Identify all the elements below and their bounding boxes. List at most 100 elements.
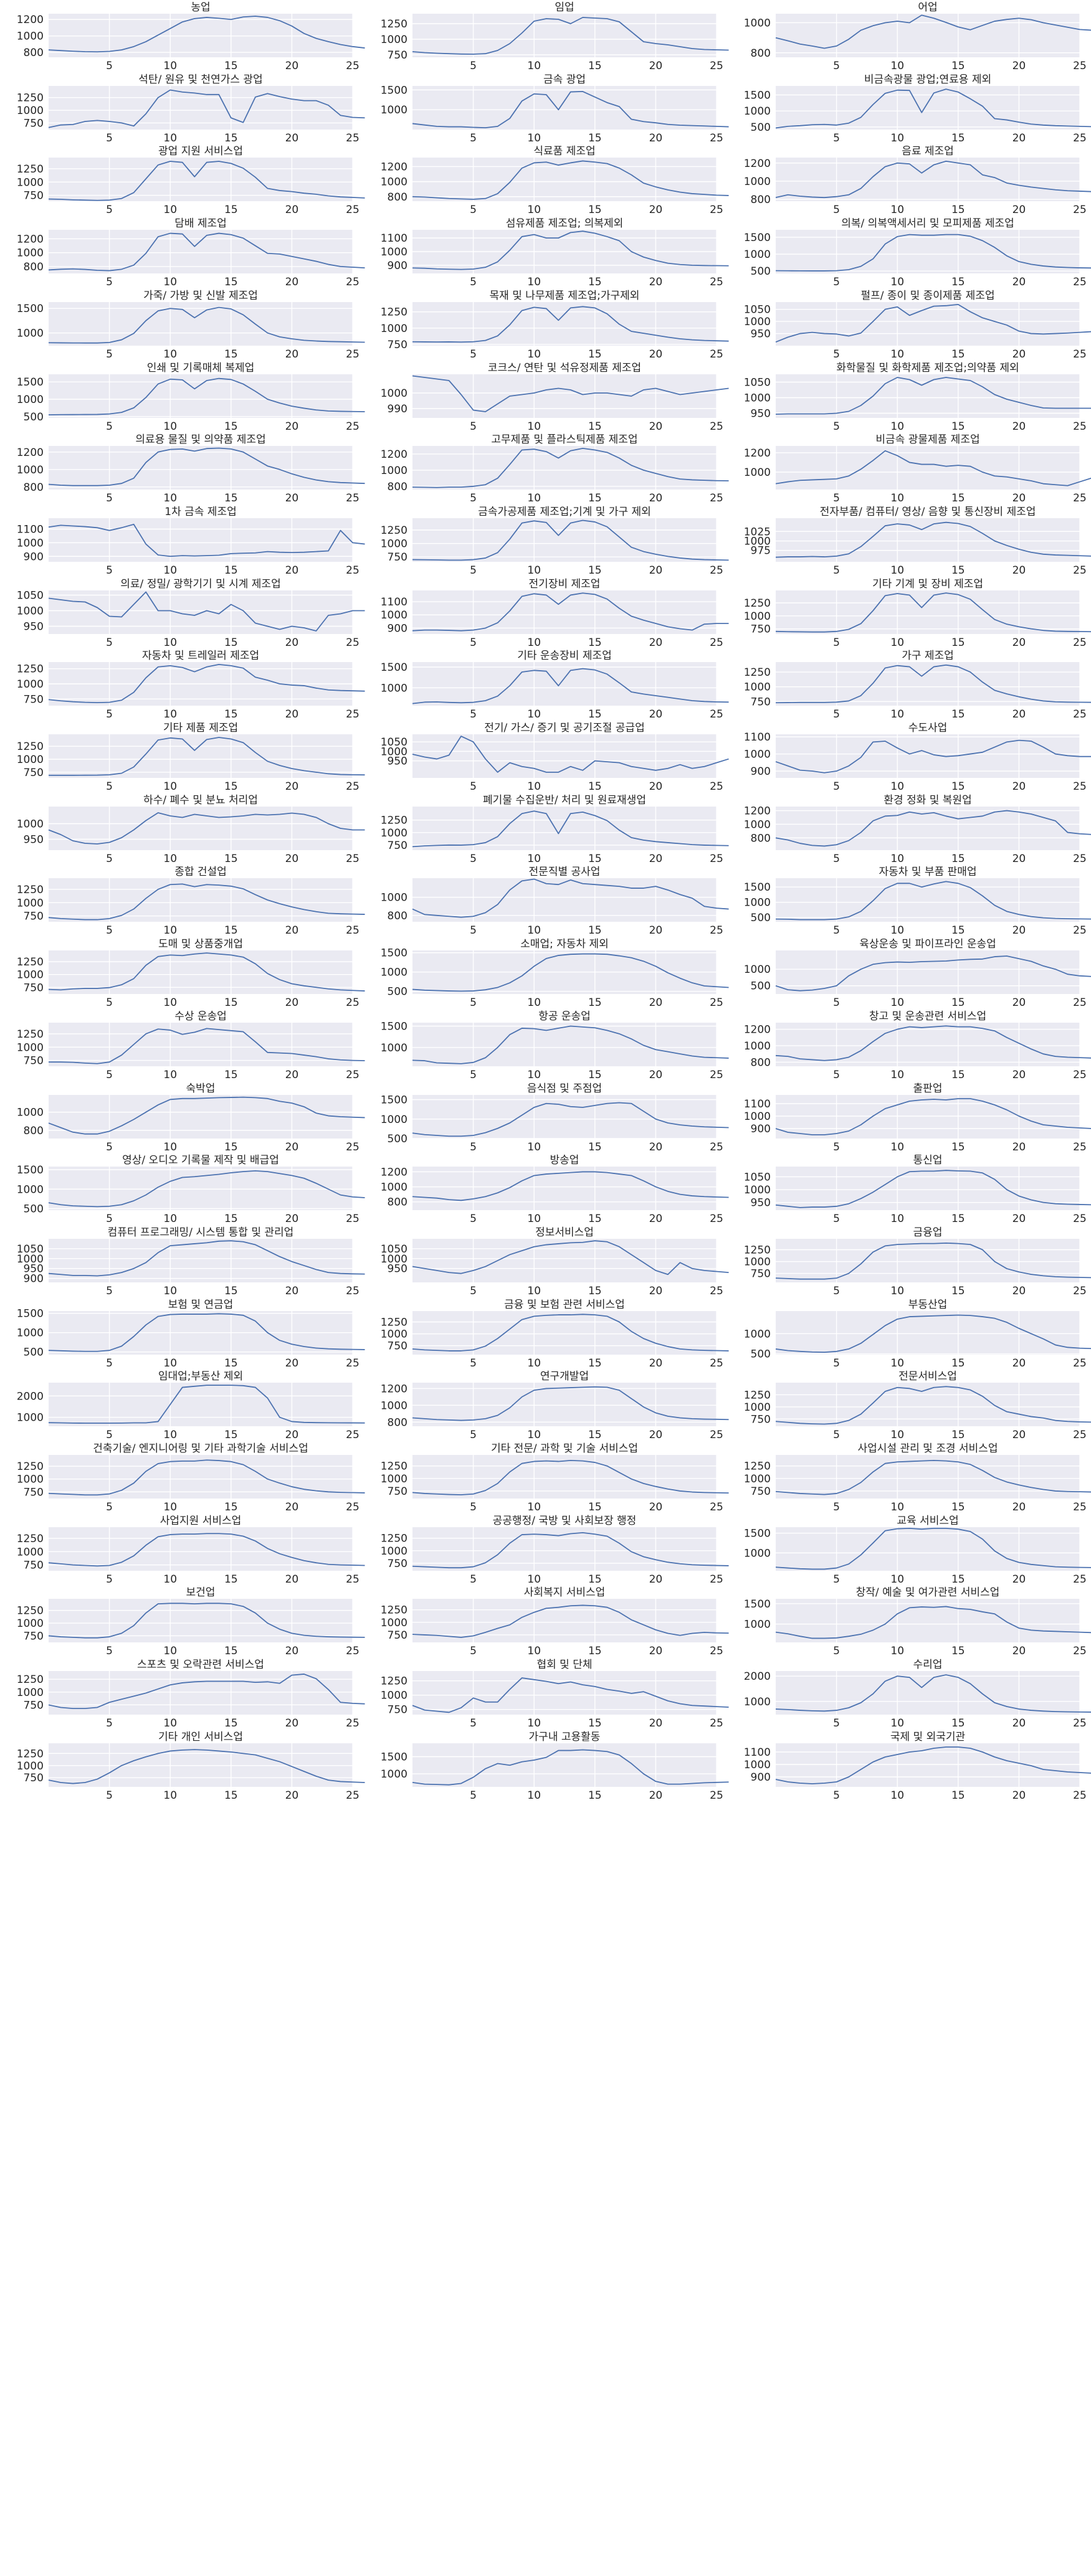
x-tick-label: 10 — [163, 924, 177, 937]
x-tick-label: 20 — [649, 637, 663, 649]
series-line — [412, 1604, 729, 1638]
x-tick-label: 20 — [649, 1213, 663, 1225]
plot-area — [49, 374, 353, 418]
x-tick-label: 25 — [346, 1069, 360, 1081]
x-tick-label: 15 — [224, 997, 238, 1009]
x-tick-label: 15 — [224, 1573, 238, 1586]
y-tick-label: 1250 — [381, 815, 407, 827]
y-tick-label: 800 — [751, 1056, 771, 1069]
line-chart: 5 10 15 20 25 800 1000 전문직별 공사업 — [381, 866, 729, 937]
chart-title: 담배 제조업 — [174, 217, 227, 230]
x-tick-label: 10 — [163, 780, 177, 793]
series-line — [775, 1098, 1091, 1135]
y-tick-label: 500 — [388, 986, 407, 998]
x-tick-label: 15 — [951, 780, 965, 793]
x-tick-label: 25 — [710, 1069, 723, 1081]
x-tick-label: 15 — [951, 1429, 965, 1441]
series-line — [775, 1314, 1091, 1353]
x-tick-label: 10 — [527, 132, 541, 144]
x-tick-label: 20 — [649, 564, 663, 577]
y-tick-label: 1000 — [744, 316, 771, 328]
y-tick-label: 1500 — [17, 376, 44, 389]
x-tick-label: 15 — [951, 420, 965, 433]
x-tick-label: 25 — [346, 1645, 360, 1657]
x-tick-label: 5 — [470, 420, 477, 433]
x-tick-label: 15 — [224, 492, 238, 504]
x-tick-label: 5 — [470, 60, 477, 72]
chart-title: 기타 개인 서비스업 — [158, 1731, 243, 1743]
chart-panel: 5 10 15 20 25 750 1000 1250 사업지원 서비스업 — [0, 1513, 365, 1628]
y-tick-label: 1200 — [744, 805, 771, 818]
plot-area — [412, 1671, 717, 1715]
chart-panel: 5 10 15 20 25 750 1000 1250 수상 운송업 — [0, 1009, 365, 1124]
chart-panel: 5 10 15 20 25 950 1000 1050 통신업 — [727, 1153, 1091, 1267]
y-tick-label: 500 — [24, 1347, 44, 1359]
x-tick-label: 25 — [710, 348, 723, 361]
x-tick-label: 20 — [1012, 1501, 1026, 1513]
y-tick-label: 900 — [751, 765, 771, 778]
series-line — [48, 1385, 365, 1424]
x-tick-label: 25 — [346, 853, 360, 865]
line-chart: 5 10 15 20 25 800 1000 1200 식료품 제조업 — [381, 145, 729, 216]
x-tick-label: 20 — [1012, 1429, 1026, 1441]
x-tick-label: 20 — [649, 1645, 663, 1657]
y-tick-label: 750 — [24, 693, 44, 706]
x-tick-label: 15 — [588, 204, 602, 216]
x-tick-label: 25 — [1073, 1285, 1087, 1297]
x-tick-label: 15 — [588, 997, 602, 1009]
x-tick-label: 5 — [833, 853, 840, 865]
x-tick-label: 10 — [527, 1573, 541, 1586]
chart-panel: 5 10 15 20 25 900 950 1000 1050 컴퓨터 프로그래밍/ 시스템 통합… — [0, 1225, 365, 1340]
series-line — [412, 230, 729, 270]
y-tick-label: 1200 — [744, 1024, 771, 1036]
x-tick-label: 25 — [1073, 1429, 1087, 1441]
plot-area — [412, 446, 717, 490]
y-tick-label: 1050 — [744, 377, 771, 389]
y-tick-label: 1000 — [381, 538, 407, 551]
x-tick-label: 5 — [470, 1285, 477, 1297]
y-tick-label: 1500 — [744, 89, 771, 102]
y-tick-label: 1000 — [381, 1181, 407, 1194]
x-tick-label: 10 — [527, 1789, 541, 1802]
chart-title: 펄프/ 종이 및 종이제품 제조업 — [860, 290, 994, 302]
x-tick-label: 25 — [346, 492, 360, 504]
x-tick-label: 25 — [1073, 637, 1087, 649]
y-tick-label: 1000 — [17, 605, 44, 618]
plot-area — [49, 302, 353, 346]
chart-title: 출판업 — [913, 1082, 943, 1095]
x-tick-label: 5 — [833, 1501, 840, 1513]
chart-title: 보험 및 연금업 — [168, 1299, 234, 1311]
y-tick-label: 1050 — [17, 1243, 44, 1256]
x-tick-label: 15 — [588, 637, 602, 649]
y-tick-label: 1000 — [744, 1401, 771, 1414]
chart-title: 가구 제조업 — [902, 650, 954, 662]
x-tick-label: 10 — [163, 276, 177, 288]
line-chart: 5 10 15 20 25 990 1000 코크스/ 연탄 및 석유정제품 제조업 — [381, 362, 729, 433]
x-tick-label: 5 — [470, 1573, 477, 1586]
x-tick-label: 25 — [710, 1573, 723, 1586]
chart-panel: 5 10 15 20 25 800 1000 1200 식료품 제조업 — [364, 144, 729, 258]
x-tick-label: 25 — [1073, 132, 1087, 144]
chart-panel: 5 10 15 20 25 750 1000 1250 협회 및 단체 — [364, 1657, 729, 1772]
x-tick-label: 15 — [588, 1141, 602, 1153]
x-tick-label: 25 — [710, 1789, 723, 1802]
chart-panel: 5 10 15 20 25 750 1000 1250 기타 기계 및 장비 제조업 — [727, 577, 1091, 691]
x-tick-label: 10 — [890, 637, 904, 649]
x-tick-label: 10 — [163, 997, 177, 1009]
chart-title: 식료품 제조업 — [533, 145, 595, 158]
x-tick-label: 10 — [890, 853, 904, 865]
plot-area — [49, 590, 353, 634]
x-tick-label: 5 — [470, 1501, 477, 1513]
x-tick-label: 10 — [890, 997, 904, 1009]
x-tick-label: 20 — [649, 1429, 663, 1441]
chart-panel: 5 10 15 20 25 750 1000 1250 사업시설 관리 및 조경 서비스업 — [727, 1441, 1091, 1556]
x-tick-label: 20 — [1012, 924, 1026, 937]
y-tick-label: 1000 — [381, 1545, 407, 1558]
